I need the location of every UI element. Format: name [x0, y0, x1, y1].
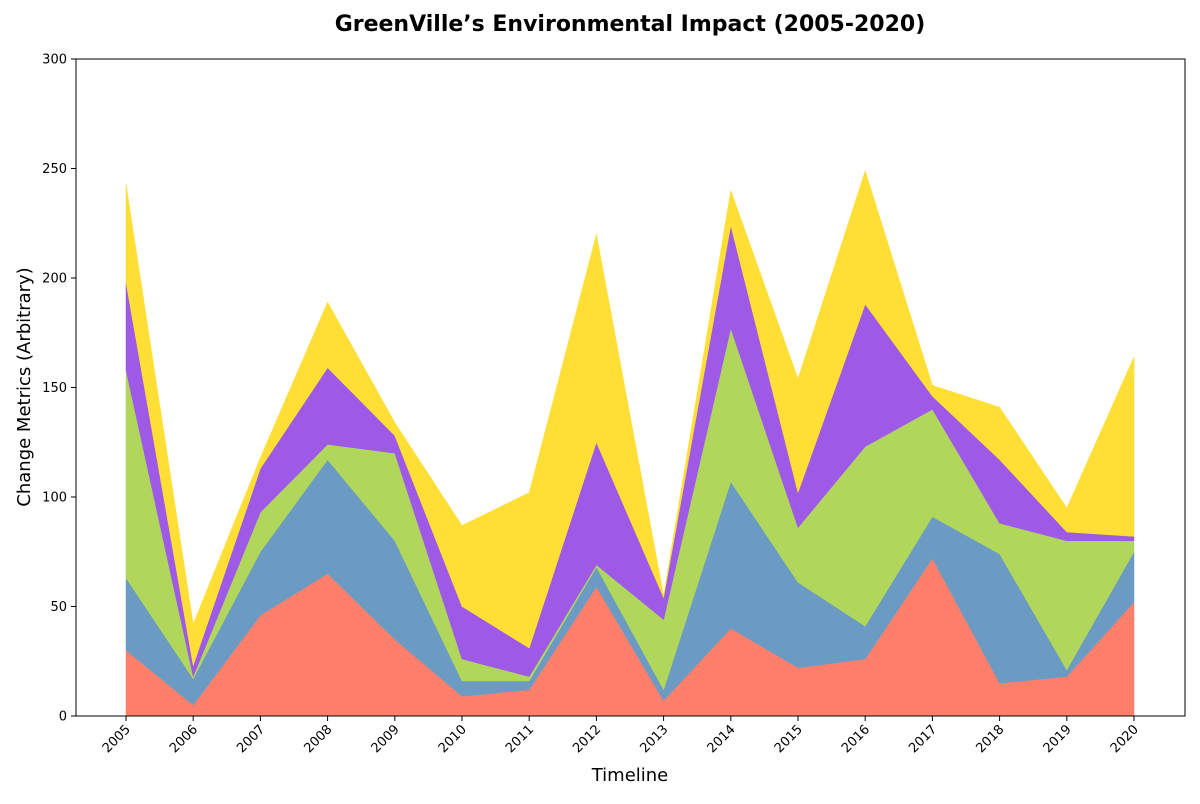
x-tick-label: 2007 — [234, 722, 268, 756]
x-tick-label: 2008 — [301, 722, 335, 756]
x-tick-label: 2012 — [570, 722, 604, 756]
x-axis: 2005 2006 2007 2008 2009 2010 2011 2012 2013 2014… — [100, 716, 1142, 756]
x-tick-label: 2010 — [436, 722, 470, 756]
x-tick-label: 2016 — [839, 722, 873, 756]
x-axis-label: Timeline — [591, 765, 669, 786]
y-tick-label: 200 — [42, 272, 67, 287]
y-tick-label: 150 — [42, 381, 67, 396]
x-tick-label: 2017 — [906, 722, 940, 756]
area-series-5 — [125, 169, 1135, 666]
x-tick-label: 2020 — [1108, 722, 1142, 756]
y-tick-label: 0 — [59, 710, 67, 725]
x-tick-label: 2009 — [369, 722, 403, 756]
y-axis-label: Change Metrics (Arbitrary) — [14, 267, 35, 506]
x-tick-label: 2006 — [167, 722, 201, 756]
y-axis: 0 50 100 150 200 250 300 — [42, 53, 76, 725]
y-tick-label: 100 — [42, 491, 67, 506]
y-tick-label: 250 — [42, 162, 67, 177]
x-tick-label: 2011 — [503, 722, 537, 756]
x-tick-label: 2005 — [100, 722, 134, 756]
chart-title: GreenVille’s Environmental Impact (2005-… — [335, 12, 926, 37]
x-tick-label: 2014 — [705, 722, 739, 756]
x-tick-label: 2015 — [772, 722, 806, 756]
x-tick-label: 2019 — [1041, 722, 1075, 756]
x-tick-label: 2018 — [973, 722, 1007, 756]
areas-layer — [125, 169, 1135, 717]
x-tick-label: 2013 — [637, 722, 671, 756]
y-tick-label: 300 — [42, 53, 67, 68]
y-tick-label: 50 — [50, 600, 67, 615]
